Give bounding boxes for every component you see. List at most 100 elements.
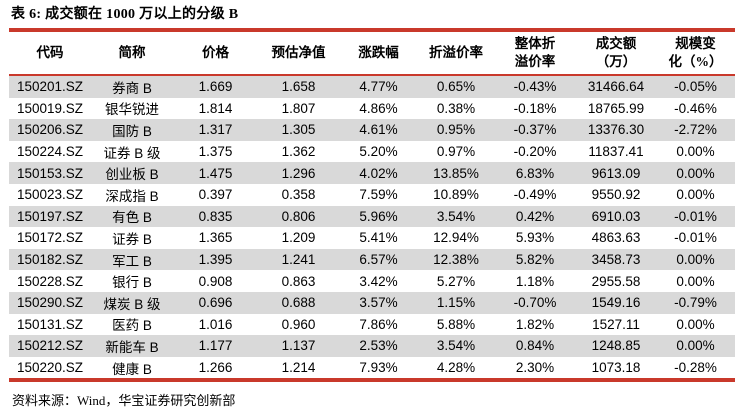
cell: 有色 B: [112, 210, 152, 226]
cell: 0.38%: [436, 100, 476, 116]
cell: -0.37%: [513, 122, 557, 138]
cell: 12.94%: [433, 230, 479, 246]
cell: -0.43%: [513, 79, 557, 95]
cell: 银华锐进: [105, 102, 159, 118]
cell: 1.241: [281, 252, 316, 268]
cell: 3.54%: [436, 338, 476, 354]
source-label: 资料来源：: [12, 393, 78, 409]
cell: 0.00%: [676, 338, 715, 354]
cell: 1.305: [281, 122, 316, 138]
cell: 31466.64: [587, 79, 645, 95]
cell: 券商 B: [112, 80, 152, 96]
cell: 18765.99: [587, 100, 645, 116]
cell: 银行 B: [112, 275, 152, 291]
table-row: 150220.SZ 健康 B 1.266 1.214 7.93% 4.28% 2.30% 10…: [9, 357, 735, 381]
cell: 0.835: [198, 208, 233, 224]
cell: 0.00%: [676, 316, 715, 332]
table-row: 150172.SZ 证券 B 1.365 1.209 5.41% 12.94% 5.93% 4…: [9, 227, 735, 249]
column-header-2: 简称: [118, 44, 146, 60]
table-row: 150182.SZ 军工 B 1.395 1.241 6.57% 12.38% 5.82% 3…: [9, 248, 735, 271]
cell: 150023.SZ: [16, 187, 84, 203]
table-row: 150290.SZ 煤炭 B 级 0.696 0.688 3.57% 1.15% -0.70…: [9, 291, 735, 314]
cell: 1.807: [281, 100, 316, 116]
cell: 150228.SZ: [16, 273, 84, 289]
cell: -0.79%: [674, 295, 717, 311]
cell: 7.93%: [359, 360, 398, 376]
cell: 4.02%: [359, 165, 398, 181]
cell: 6.83%: [515, 165, 555, 181]
table-body: 150201.SZ 券商 B 1.669 1.658 4.77% 0.65% -0.43% 3…: [9, 75, 735, 380]
cell: 5.82%: [515, 252, 555, 268]
table-row: 150019.SZ 银华锐进 1.814 1.807 4.86% 0.38% -0.18% 1…: [9, 98, 735, 120]
cell: 证券 B 级: [103, 145, 161, 161]
cell: 5.93%: [515, 230, 555, 246]
cell: 1.137: [281, 338, 316, 354]
cell: 新能车 B: [105, 339, 159, 355]
table-row: 150153.SZ 创业板 B 1.475 1.296 4.02% 13.85% 6.83%…: [9, 162, 735, 184]
table-row: 150131.SZ 医药 B 1.016 0.960 7.86% 5.88% 1.82% 15…: [9, 314, 735, 336]
cell: 1.214: [281, 360, 316, 376]
cell: 1073.18: [591, 360, 641, 376]
table-title: 表 6: 成交额在 1000 万以上的分级 B: [11, 7, 239, 22]
cell: 0.42%: [515, 208, 555, 224]
table-row: 150201.SZ 券商 B 1.669 1.658 4.77% 0.65% -0.43% 3…: [9, 75, 735, 98]
cell: 1.266: [198, 360, 233, 376]
cell: 150206.SZ: [16, 122, 84, 138]
cell: 1248.85: [591, 338, 641, 354]
cell: 150220.SZ: [16, 360, 84, 376]
cell: 9613.09: [591, 165, 641, 181]
graded-fund-table: 代码 简称 价格 预估净值 涨跌幅 折溢价率 整体折 溢价率 成交额 （万） 规模变 化（%） …: [9, 28, 735, 383]
source-note: 资料来源：Wind，华宝证券研究创新部: [12, 390, 748, 409]
cell: 150224.SZ: [16, 144, 84, 160]
cell: 1.395: [198, 252, 233, 268]
column-header-5: 涨跌幅: [358, 44, 399, 60]
column-header-4: 预估净值: [271, 44, 326, 60]
column-header-1: 代码: [36, 44, 64, 60]
cell: 1.209: [281, 230, 316, 246]
cell: 4.61%: [359, 122, 398, 138]
cell: 0.00%: [676, 144, 715, 160]
cell: 0.97%: [436, 144, 476, 160]
cell: 0.696: [198, 295, 233, 311]
cell: 煤炭 B 级: [103, 296, 161, 312]
cell: 7.86%: [359, 316, 398, 332]
cell: 150182.SZ: [16, 252, 84, 268]
cell: 0.960: [281, 316, 316, 332]
cell: 12.38%: [433, 252, 479, 268]
cell: 0.84%: [515, 338, 555, 354]
cell: 深成指 B: [105, 188, 159, 204]
cell: 1.016: [198, 316, 233, 332]
cell: 10.89%: [433, 187, 479, 203]
table-row: 150197.SZ 有色 B 0.835 0.806 5.96% 3.54% 0.42% 69…: [9, 205, 735, 228]
cell: 1.658: [281, 79, 316, 95]
cell: 0.00%: [676, 187, 715, 203]
cell: 1.365: [198, 230, 233, 246]
column-header-7: 整体折 溢价率: [514, 35, 556, 69]
cell: 150153.SZ: [16, 165, 84, 181]
cell: 150290.SZ: [16, 295, 84, 311]
cell: 150131.SZ: [16, 316, 84, 332]
cell: 健康 B: [112, 361, 152, 377]
cell: 0.688: [281, 295, 316, 311]
cell: 6.57%: [359, 252, 398, 268]
table-row: 150206.SZ 国防 B 1.317 1.305 4.61% 0.95% -0.37% 1…: [9, 119, 735, 141]
cell: -0.28%: [674, 360, 717, 376]
cell: -0.01%: [674, 230, 717, 246]
cell: 1.475: [198, 165, 233, 181]
cell: 1.669: [198, 79, 233, 95]
column-header-8: 成交额 （万）: [595, 35, 637, 69]
cell: 3.54%: [436, 208, 476, 224]
cell: -0.18%: [513, 100, 557, 116]
cell: 4863.63: [591, 230, 641, 246]
cell: 1527.11: [592, 316, 640, 332]
cell: 1.375: [198, 144, 233, 160]
cell: 150201.SZ: [16, 79, 84, 95]
cell: 2.53%: [359, 338, 398, 354]
cell: 13376.30: [587, 122, 645, 138]
cell: 0.00%: [676, 165, 715, 181]
cell: 1.18%: [515, 273, 555, 289]
cell: 0.00%: [676, 252, 715, 268]
cell: 4.86%: [359, 100, 398, 116]
cell: 5.20%: [359, 144, 398, 160]
cell: 0.863: [281, 273, 316, 289]
